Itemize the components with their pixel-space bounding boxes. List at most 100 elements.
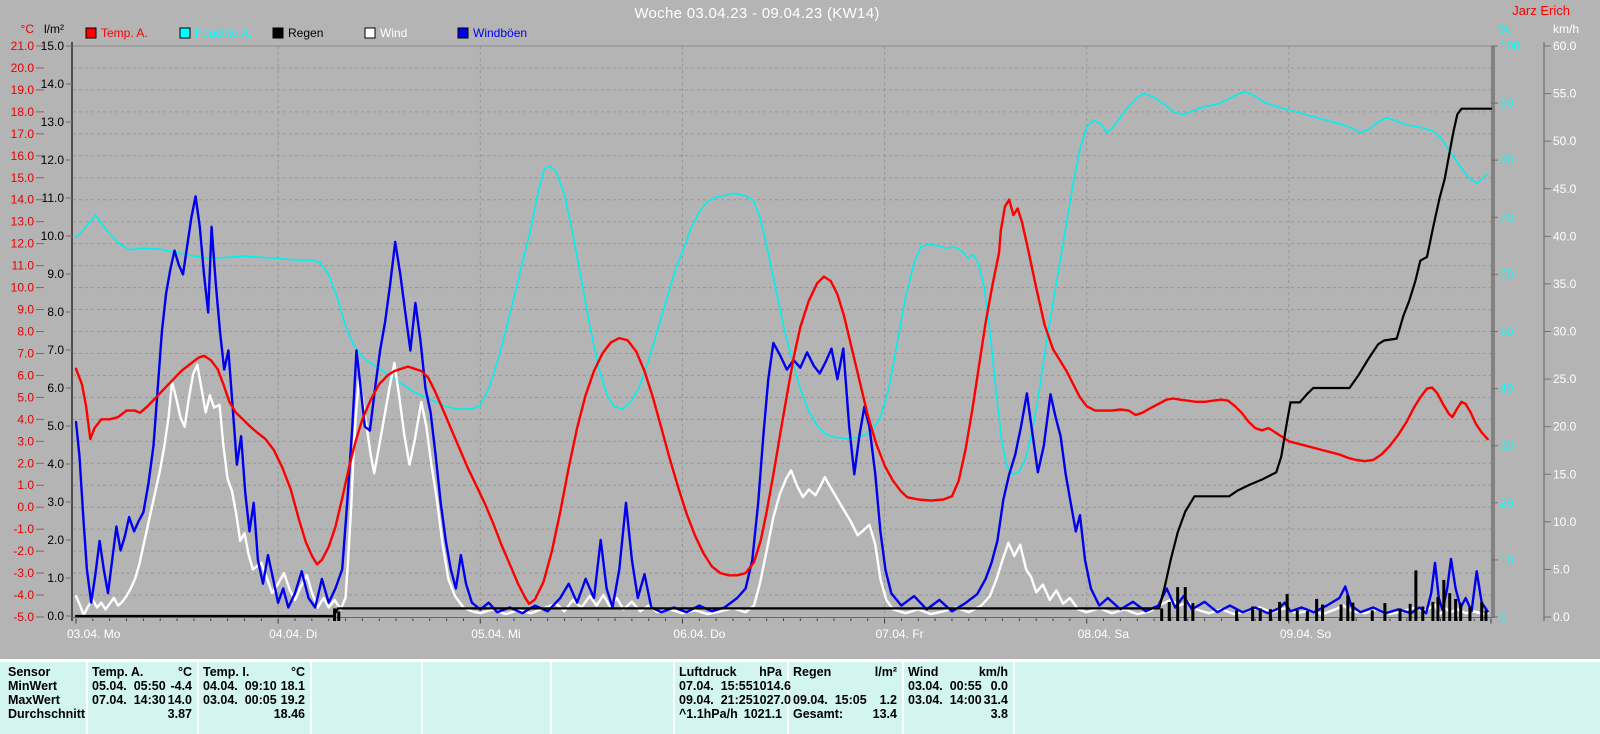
rain-bar	[1408, 603, 1412, 621]
rain-bar	[1383, 603, 1387, 621]
x-tick	[1473, 618, 1475, 621]
x-tick	[1103, 618, 1105, 621]
x-tick	[732, 618, 734, 621]
x-tick	[564, 618, 566, 621]
humidity-axis-label: 100	[1500, 39, 1520, 53]
rain-axis-label: 12.0	[41, 153, 65, 167]
x-tick	[547, 618, 549, 621]
humidity-legend-swatch	[179, 27, 191, 39]
x-tick	[378, 618, 380, 621]
x-tick	[1220, 618, 1222, 621]
x-tick	[917, 618, 919, 621]
temp-series-line	[74, 198, 1489, 605]
table-separator	[86, 662, 88, 734]
rain-axis-unit: l/m²	[44, 22, 64, 36]
rain-axis-label: 14.0	[41, 77, 65, 91]
x-tick	[715, 618, 717, 621]
rain-bar	[1436, 597, 1440, 621]
watermark-author: Jarz Erich	[1512, 3, 1570, 18]
rain-bar	[1160, 608, 1164, 621]
weather-chart: 21.0 20.0 19.0 18.0 17.0 16.0 15.0 14.0 13.0 12.0…	[11, 22, 1579, 641]
x-tick	[1271, 618, 1273, 621]
x-tick	[109, 618, 111, 621]
temp-axis-label: -1.0	[13, 522, 34, 536]
x-tick	[1305, 618, 1307, 621]
day-label: 05.04. Mi	[471, 627, 520, 641]
stat-column-header: Wind km/h	[908, 665, 1008, 679]
rain-bar	[1346, 595, 1350, 621]
rain-bar	[1421, 606, 1425, 621]
x-tick	[985, 618, 987, 621]
day-label: 04.04. Di	[269, 627, 317, 641]
x-tick	[142, 618, 144, 621]
rain-bar	[1484, 610, 1488, 621]
rain-axis-label: 15.0	[41, 39, 65, 53]
temp-axis-label: 15.0	[11, 171, 35, 185]
x-tick	[446, 618, 448, 621]
wind-axis-label: 15.0	[1553, 467, 1577, 481]
stat-cell: 07.04. 15:55 1014.6	[679, 679, 791, 693]
stat-row-label: MaxWert	[8, 693, 60, 707]
rain-legend-label: Regen	[288, 26, 323, 40]
rain-axis-label: 4.0	[47, 457, 64, 471]
rain-axis-label: 2.0	[47, 533, 64, 547]
day-label: 03.04. Mo	[67, 627, 121, 641]
x-tick	[1069, 618, 1071, 621]
humidity-series-line	[75, 90, 1489, 476]
stat-column-header: Temp. I. °C	[203, 665, 305, 679]
x-tick	[968, 618, 970, 621]
x-tick	[193, 618, 195, 621]
x-tick	[648, 618, 650, 621]
temp-axis-label: -5.0	[13, 610, 34, 624]
temp-axis-label: 11.0	[12, 259, 35, 273]
x-tick	[75, 618, 77, 624]
rain-axis-label: 3.0	[47, 495, 64, 509]
temp-axis-label: -2.0	[13, 544, 34, 558]
x-tick	[1136, 618, 1138, 621]
x-tick	[126, 618, 128, 621]
table-separator	[421, 662, 423, 734]
stat-cell: 04.04. 09:10 18.1	[203, 679, 305, 693]
wind-axis-label: 0.0	[1553, 610, 1570, 624]
temp-legend-swatch	[85, 27, 97, 39]
x-tick	[580, 618, 582, 621]
x-tick	[833, 618, 835, 621]
stat-column-header: Regen l/m²	[793, 665, 897, 679]
x-tick	[816, 618, 818, 621]
x-tick	[462, 618, 464, 621]
humidity-axis-label: 50	[1500, 325, 1514, 339]
table-separator	[902, 662, 904, 734]
wind-axis-label: 55.0	[1553, 87, 1577, 101]
x-tick	[277, 618, 279, 624]
rain-bar	[1258, 608, 1262, 621]
stat-cell: 07.04. 14:30 14.0	[92, 693, 192, 707]
x-tick	[1338, 618, 1340, 621]
temp-axis-label: 1.0	[17, 478, 34, 492]
humidity-axis-label: 90	[1500, 96, 1514, 110]
rain-bar	[1351, 602, 1355, 621]
temp-axis-label: 0.0	[17, 500, 34, 514]
x-tick	[698, 618, 700, 621]
temp-axis-label: 5.0	[17, 390, 34, 404]
x-tick	[243, 618, 245, 621]
temp-axis-label: 16.0	[11, 149, 35, 163]
stat-cell: Gesamt: 13.4	[793, 707, 897, 721]
temp-axis-unit: °C	[21, 22, 35, 36]
x-tick	[1153, 618, 1155, 621]
rain-bar	[1191, 603, 1195, 621]
rain-bar	[1339, 604, 1343, 621]
x-tick	[496, 618, 498, 621]
x-tick	[1052, 618, 1054, 621]
rain-bar	[1305, 611, 1309, 621]
day-label: 08.04. Sa	[1078, 627, 1130, 641]
wind-axis-label: 45.0	[1553, 182, 1577, 196]
x-tick	[1355, 618, 1357, 621]
x-tick	[1456, 618, 1458, 621]
rain-bar	[333, 608, 337, 621]
temp-axis-label: 9.0	[17, 303, 34, 317]
stat-cell: 03.04. 00:05 19.2	[203, 693, 305, 707]
x-tick	[867, 618, 869, 621]
x-tick	[749, 618, 751, 621]
humidity-axis-label: 0	[1500, 610, 1507, 624]
